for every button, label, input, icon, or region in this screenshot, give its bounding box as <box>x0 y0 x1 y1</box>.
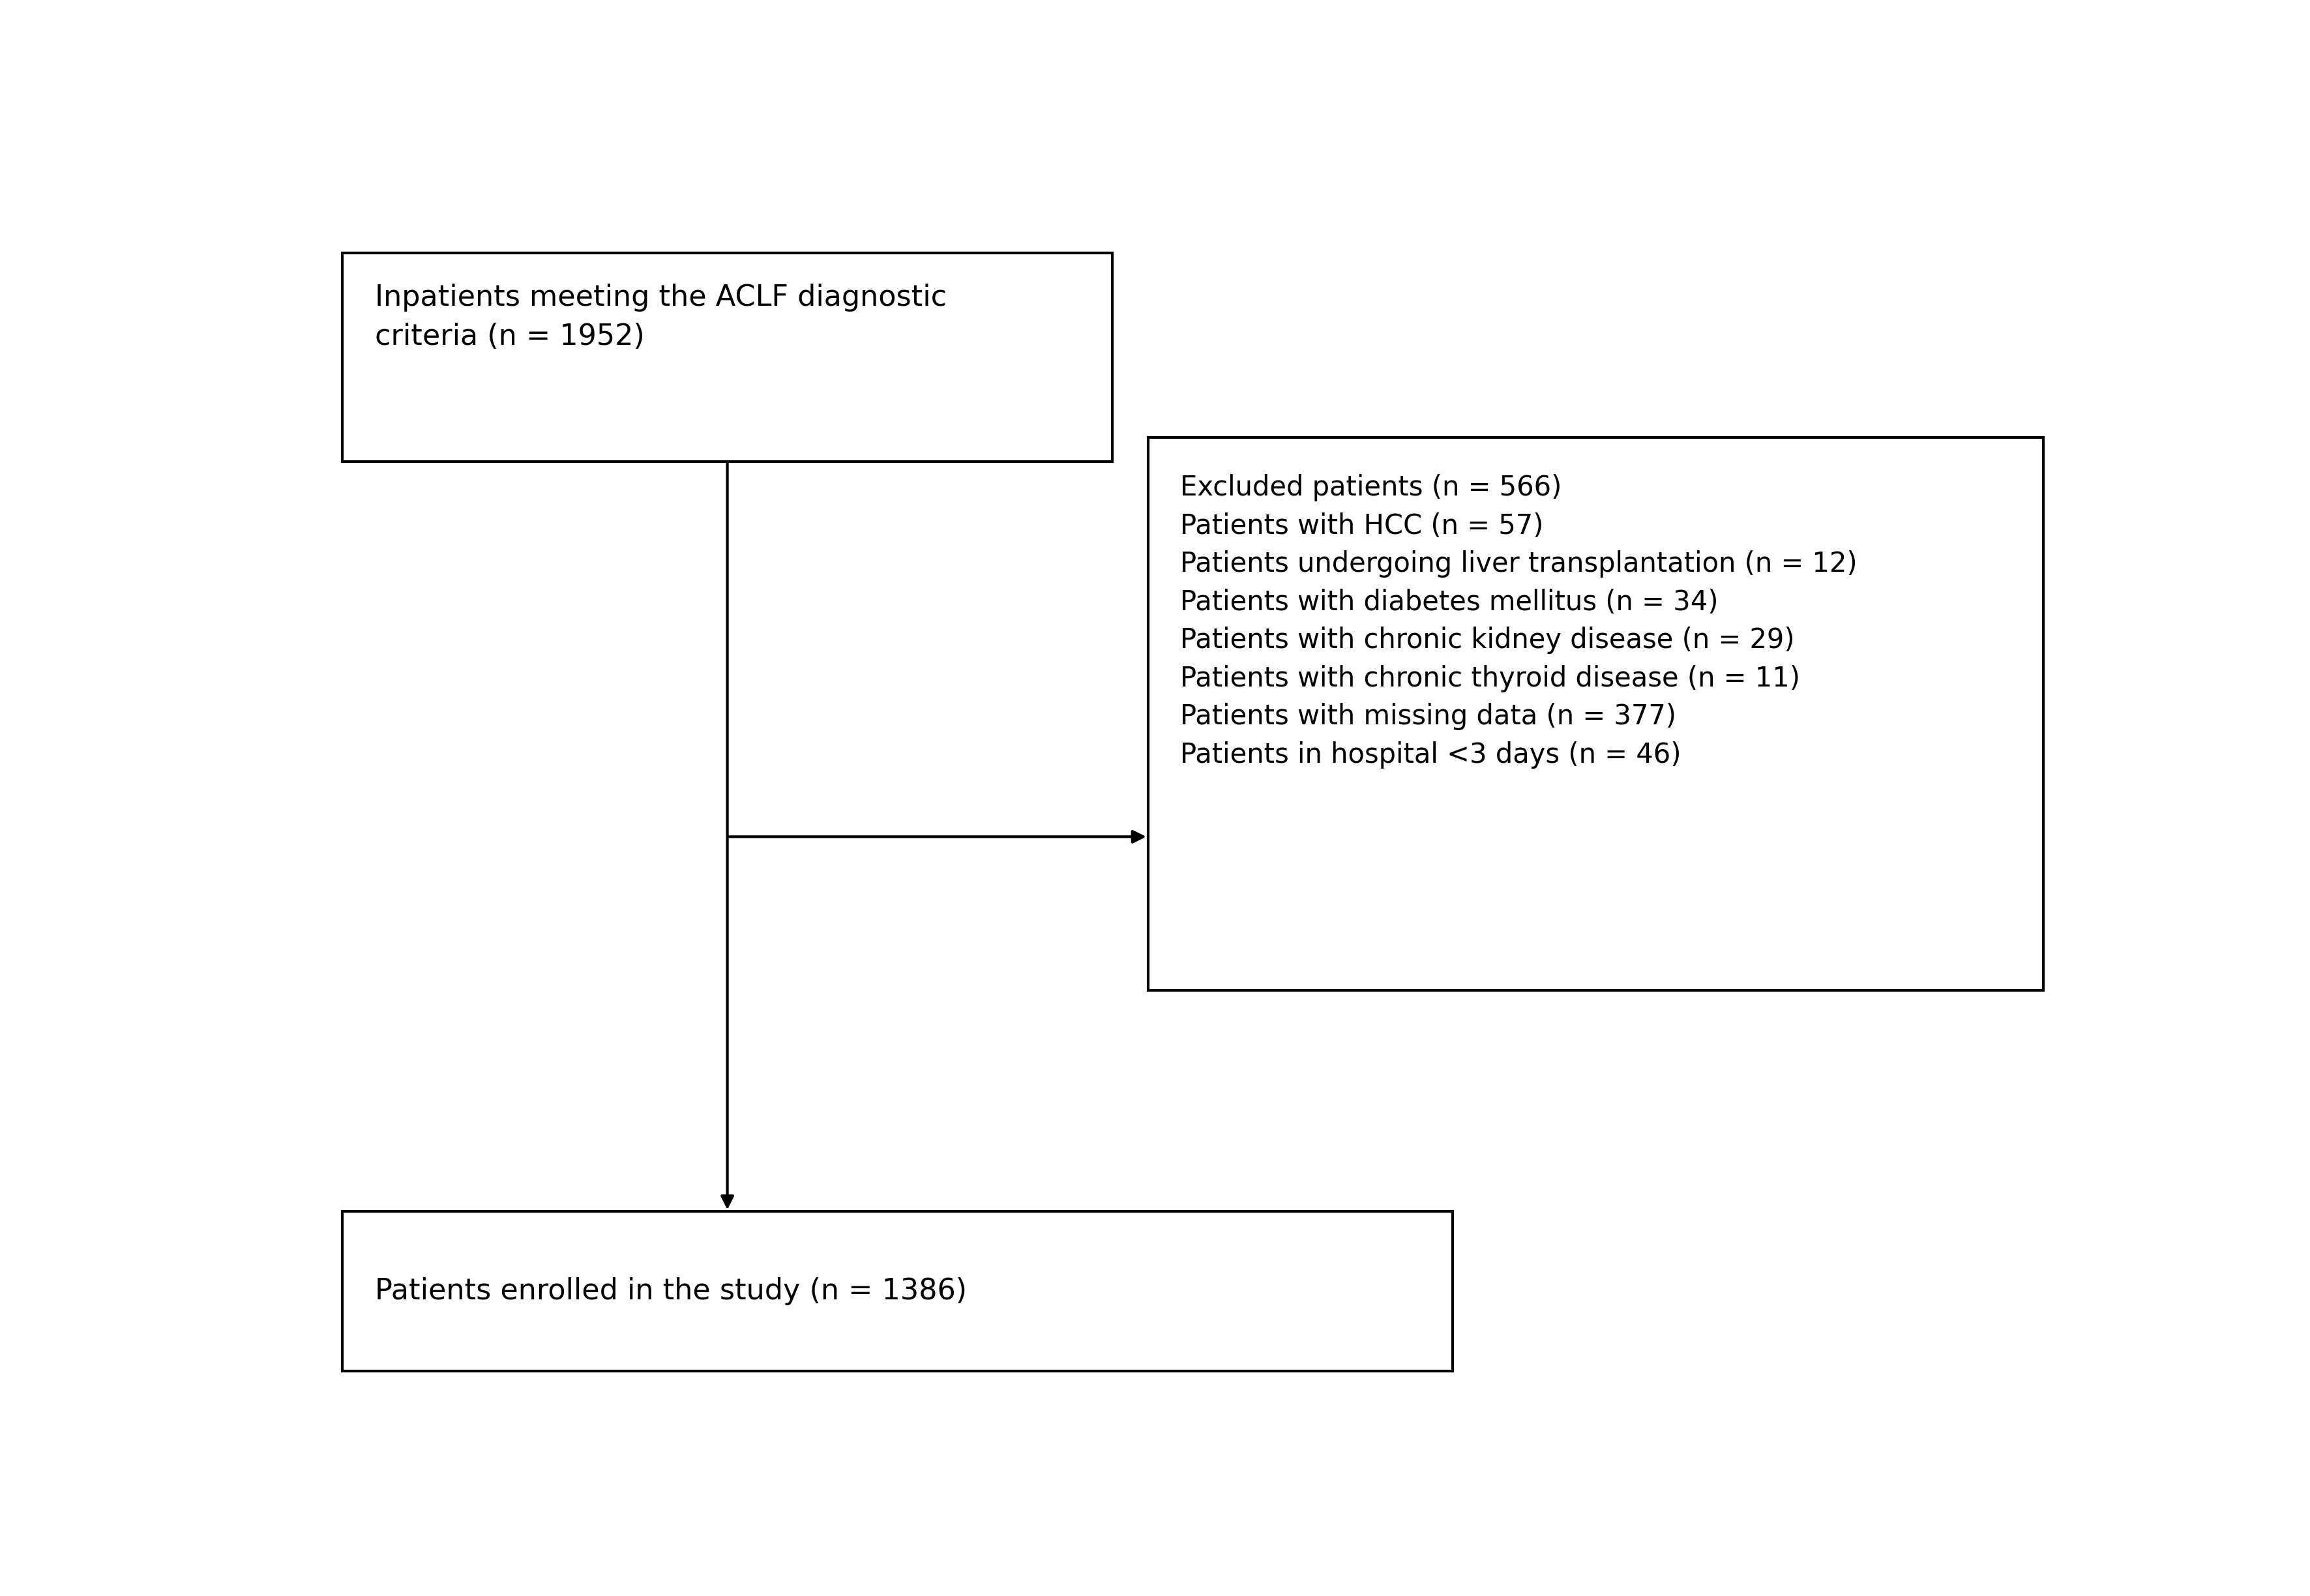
Bar <box>1148 437 2044 990</box>
Bar <box>342 252 1113 461</box>
Bar <box>342 1211 1453 1371</box>
Text: Excluded patients (n = 566)
Patients with HCC (n = 57)
Patients undergoing liver: Excluded patients (n = 566) Patients wit… <box>1180 474 1857 769</box>
Text: Patients enrolled in the study (n = 1386): Patients enrolled in the study (n = 1386… <box>374 1277 966 1306</box>
Text: Inpatients meeting the ACLF diagnostic
criteria (n = 1952): Inpatients meeting the ACLF diagnostic c… <box>374 284 947 351</box>
